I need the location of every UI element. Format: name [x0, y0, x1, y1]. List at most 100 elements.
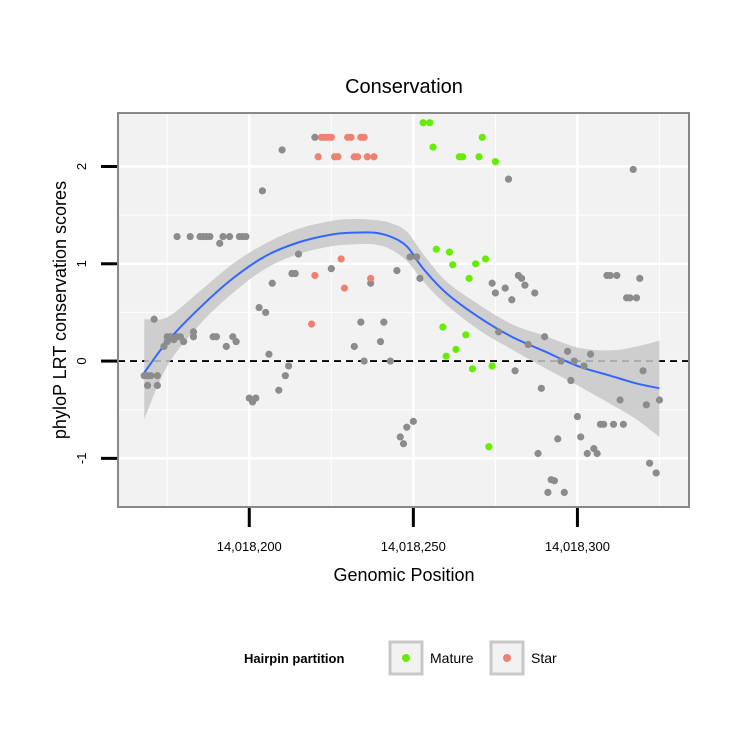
- point-other: [327, 265, 335, 273]
- legend-swatch-mature: [402, 654, 410, 662]
- point-other: [225, 232, 234, 241]
- point-other: [252, 394, 260, 402]
- point-star: [337, 255, 345, 263]
- point-other: [416, 274, 424, 282]
- point-other: [393, 267, 401, 275]
- point-other: [534, 449, 542, 458]
- point-other: [629, 165, 637, 174]
- point-mature: [419, 119, 427, 127]
- point-other: [593, 449, 601, 458]
- point-other: [406, 253, 414, 261]
- point-other: [554, 435, 562, 443]
- point-mature: [439, 323, 447, 331]
- point-other: [278, 146, 286, 154]
- point-star: [314, 153, 322, 161]
- point-mature: [478, 133, 486, 141]
- point-other: [189, 333, 198, 341]
- point-mature: [452, 345, 460, 353]
- point-other: [524, 340, 532, 349]
- point-other: [258, 187, 266, 195]
- point-other: [153, 381, 161, 389]
- point-other: [655, 396, 664, 404]
- legend-label-mature: Mature: [430, 650, 474, 666]
- point-other: [609, 420, 618, 428]
- point-other: [265, 350, 273, 358]
- y-tick-label: 1: [74, 260, 89, 267]
- point-mature: [485, 443, 493, 451]
- legend-title: Hairpin partition: [244, 651, 344, 666]
- point-other: [403, 423, 411, 431]
- point-other: [491, 289, 499, 297]
- point-other: [616, 396, 624, 404]
- point-mature: [426, 119, 434, 127]
- y-axis-title: phyloP LRT conservation scores: [50, 181, 70, 439]
- point-other: [399, 440, 408, 448]
- point-mature: [481, 255, 490, 263]
- legend-label-star: Star: [531, 650, 557, 666]
- point-mature: [468, 365, 477, 373]
- point-other: [636, 274, 644, 282]
- point-star: [353, 153, 362, 161]
- point-other: [632, 294, 641, 302]
- point-other: [639, 367, 647, 375]
- point-mature: [445, 248, 454, 256]
- x-tick-label: 14,018,300: [545, 539, 610, 554]
- point-other: [285, 362, 293, 370]
- point-other: [173, 232, 181, 241]
- point-other: [143, 381, 152, 389]
- y-tick-label: -1: [74, 453, 89, 465]
- point-other: [570, 357, 578, 365]
- x-tick-label: 14,018,250: [381, 539, 446, 554]
- point-mature: [462, 331, 470, 339]
- point-mature: [442, 352, 450, 360]
- point-other: [544, 488, 552, 497]
- point-other: [606, 271, 614, 280]
- point-mature: [458, 153, 467, 161]
- point-other: [557, 357, 565, 365]
- point-mature: [465, 274, 473, 282]
- point-other: [150, 315, 158, 323]
- point-other: [255, 303, 263, 312]
- point-other: [212, 333, 221, 341]
- point-other: [360, 357, 368, 365]
- point-other: [294, 250, 303, 258]
- point-other: [567, 376, 575, 385]
- point-other: [501, 284, 509, 292]
- point-mature: [449, 261, 457, 269]
- point-other: [376, 338, 385, 346]
- point-other: [550, 477, 559, 485]
- point-other: [646, 459, 654, 467]
- point-other: [583, 449, 591, 458]
- point-mature: [429, 143, 437, 151]
- point-other: [409, 417, 417, 425]
- point-other: [222, 342, 230, 351]
- point-star: [334, 153, 342, 161]
- axes: 14,018,200 14,018,250 14,018,300 -1 0 1 2: [74, 163, 610, 554]
- point-other: [560, 488, 568, 497]
- point-other: [350, 342, 358, 351]
- point-other: [242, 232, 250, 241]
- point-other: [147, 372, 155, 380]
- point-mature: [472, 260, 480, 268]
- point-mature: [432, 245, 440, 253]
- point-other: [268, 279, 276, 287]
- panel-border: [117, 112, 690, 508]
- point-other: [153, 372, 161, 380]
- point-other: [586, 350, 595, 358]
- point-other: [600, 420, 608, 428]
- point-other: [232, 338, 240, 346]
- point-other: [186, 232, 194, 241]
- point-other: [541, 333, 549, 341]
- point-other: [219, 232, 227, 241]
- point-other: [386, 357, 394, 365]
- point-other: [504, 175, 513, 183]
- point-other: [508, 296, 516, 304]
- point-other: [495, 328, 503, 336]
- point-other: [357, 318, 365, 326]
- point-star: [363, 153, 372, 161]
- x-axis-title: Genomic Position: [333, 565, 474, 585]
- point-other: [206, 232, 214, 241]
- point-other: [537, 384, 545, 392]
- point-other: [216, 239, 224, 247]
- point-star: [347, 133, 355, 141]
